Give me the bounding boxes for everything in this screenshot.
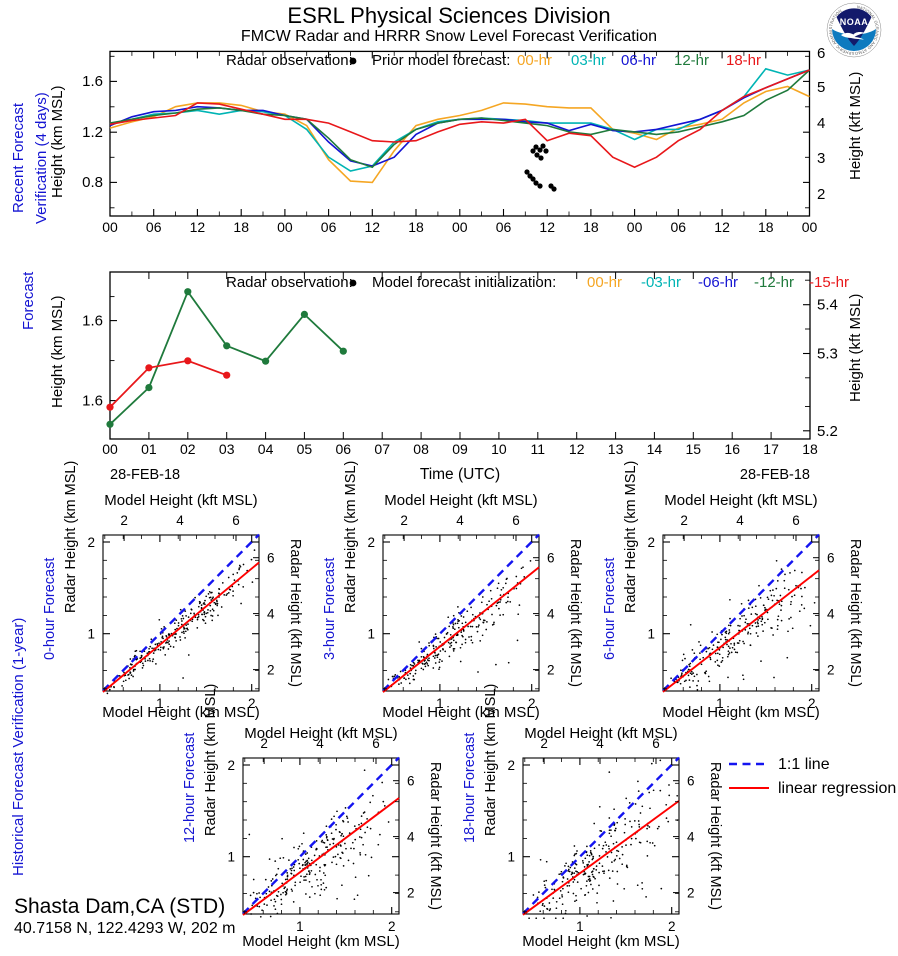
svg-text:2: 2 xyxy=(540,736,548,751)
svg-text:Radar Height (kft MSL): Radar Height (kft MSL) xyxy=(567,539,583,687)
svg-text:Radar Height (km MSL): Radar Height (km MSL) xyxy=(63,461,79,613)
svg-text:Model Height (km MSL): Model Height (km MSL) xyxy=(522,933,680,950)
svg-text:0-hour Forecast: 0-hour Forecast xyxy=(42,558,58,660)
svg-text:2: 2 xyxy=(367,535,375,550)
svg-text:Model Height (km MSL): Model Height (km MSL) xyxy=(242,933,400,950)
svg-text:1: 1 xyxy=(227,850,235,865)
svg-text:Radar Height (km MSL): Radar Height (km MSL) xyxy=(483,684,499,836)
svg-text:6: 6 xyxy=(512,513,520,528)
svg-text:Radar Height (km MSL): Radar Height (km MSL) xyxy=(623,461,639,613)
svg-text:Radar Height (kft MSL): Radar Height (kft MSL) xyxy=(427,762,443,910)
svg-text:2: 2 xyxy=(680,513,688,528)
svg-text:4: 4 xyxy=(827,607,835,622)
svg-text:2: 2 xyxy=(407,886,415,901)
svg-text:Model Height (kft MSL): Model Height (kft MSL) xyxy=(384,492,537,509)
svg-text:6: 6 xyxy=(827,551,835,566)
svg-text:1: 1 xyxy=(367,627,375,642)
svg-text:1: 1 xyxy=(436,696,444,711)
svg-text:6: 6 xyxy=(687,774,695,789)
svg-text:2: 2 xyxy=(687,886,695,901)
svg-text:3-hour Forecast: 3-hour Forecast xyxy=(322,558,338,660)
svg-text:Model Height (km MSL): Model Height (km MSL) xyxy=(102,704,260,721)
svg-text:Radar Height (km MSL): Radar Height (km MSL) xyxy=(203,684,219,836)
svg-text:1: 1 xyxy=(576,919,584,934)
svg-text:6: 6 xyxy=(372,736,380,751)
svg-text:2: 2 xyxy=(260,736,268,751)
svg-text:18-hour Forecast: 18-hour Forecast xyxy=(462,733,478,843)
svg-text:6-hour Forecast: 6-hour Forecast xyxy=(602,558,618,660)
svg-text:2: 2 xyxy=(547,663,555,678)
svg-text:6: 6 xyxy=(407,774,415,789)
svg-text:6: 6 xyxy=(232,513,240,528)
svg-text:4: 4 xyxy=(407,830,415,845)
svg-text:4: 4 xyxy=(456,513,464,528)
svg-text:6: 6 xyxy=(547,551,555,566)
svg-text:Radar Height (kft MSL): Radar Height (kft MSL) xyxy=(847,539,863,687)
svg-text:4: 4 xyxy=(687,830,695,845)
svg-text:Radar Height (kft MSL): Radar Height (kft MSL) xyxy=(707,762,723,910)
svg-text:4: 4 xyxy=(736,513,744,528)
svg-text:4: 4 xyxy=(267,607,275,622)
svg-text:2: 2 xyxy=(827,663,835,678)
svg-text:6: 6 xyxy=(267,551,275,566)
svg-text:Radar Height (km MSL): Radar Height (km MSL) xyxy=(343,461,359,613)
svg-text:4: 4 xyxy=(316,736,324,751)
svg-text:2: 2 xyxy=(248,696,256,711)
svg-text:1: 1 xyxy=(156,696,164,711)
svg-text:4: 4 xyxy=(547,607,555,622)
svg-text:2: 2 xyxy=(87,535,95,550)
svg-text:2: 2 xyxy=(668,919,676,934)
svg-text:6: 6 xyxy=(652,736,660,751)
svg-text:1: 1 xyxy=(716,696,724,711)
svg-text:2: 2 xyxy=(808,696,816,711)
svg-text:2: 2 xyxy=(120,513,128,528)
svg-text:Radar Height (kft MSL): Radar Height (kft MSL) xyxy=(287,539,303,687)
svg-text:2: 2 xyxy=(400,513,408,528)
svg-text:Model Height (kft MSL): Model Height (kft MSL) xyxy=(104,492,257,509)
svg-text:2: 2 xyxy=(507,758,515,773)
svg-text:1:1 line: 1:1 line xyxy=(778,756,830,773)
svg-text:Model Height (km MSL): Model Height (km MSL) xyxy=(662,704,820,721)
svg-text:linear regression: linear regression xyxy=(778,780,896,797)
svg-text:1: 1 xyxy=(87,627,95,642)
svg-text:2: 2 xyxy=(388,919,396,934)
svg-text:2: 2 xyxy=(647,535,655,550)
svg-text:1: 1 xyxy=(647,627,655,642)
svg-text:4: 4 xyxy=(176,513,184,528)
svg-text:2: 2 xyxy=(227,758,235,773)
svg-text:Model Height (km MSL): Model Height (km MSL) xyxy=(382,704,540,721)
svg-text:1: 1 xyxy=(507,850,515,865)
svg-text:2: 2 xyxy=(528,696,536,711)
svg-text:2: 2 xyxy=(267,663,275,678)
svg-text:Model Height (kft MSL): Model Height (kft MSL) xyxy=(664,492,817,509)
svg-text:12-hour Forecast: 12-hour Forecast xyxy=(182,733,198,843)
svg-text:1: 1 xyxy=(296,919,304,934)
svg-text:6: 6 xyxy=(792,513,800,528)
svg-text:4: 4 xyxy=(596,736,604,751)
